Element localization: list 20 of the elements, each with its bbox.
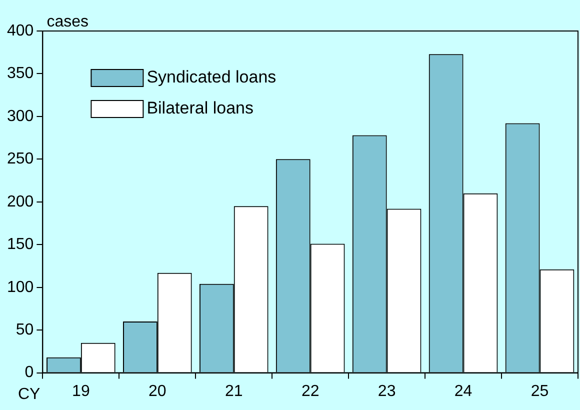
y-tick-label: 400 xyxy=(6,22,34,40)
y-tick-label: 300 xyxy=(6,108,34,125)
x-tick-label: 25 xyxy=(530,382,549,400)
y-axis-title: cases xyxy=(46,13,88,30)
x-tick-label: 24 xyxy=(454,382,472,400)
y-tick-label: 50 xyxy=(16,321,34,338)
x-tick-label: 21 xyxy=(224,382,243,400)
y-tick-label: 200 xyxy=(6,193,34,210)
x-tick-label: 23 xyxy=(378,382,396,400)
x-tick-label: 20 xyxy=(148,382,166,400)
y-tick-label: 250 xyxy=(6,150,34,168)
y-tick-label: 350 xyxy=(6,65,34,82)
y-tick-label: 150 xyxy=(6,236,34,254)
x-tick-label: 22 xyxy=(301,382,320,400)
legend-label: Bilateral loans xyxy=(146,98,254,118)
x-tick-label: 19 xyxy=(72,382,90,400)
y-tick-label: 0 xyxy=(24,364,34,382)
x-axis-title: CY xyxy=(18,386,41,404)
legend-label: Syndicated loans xyxy=(146,68,276,87)
y-tick-label: 100 xyxy=(6,278,34,296)
